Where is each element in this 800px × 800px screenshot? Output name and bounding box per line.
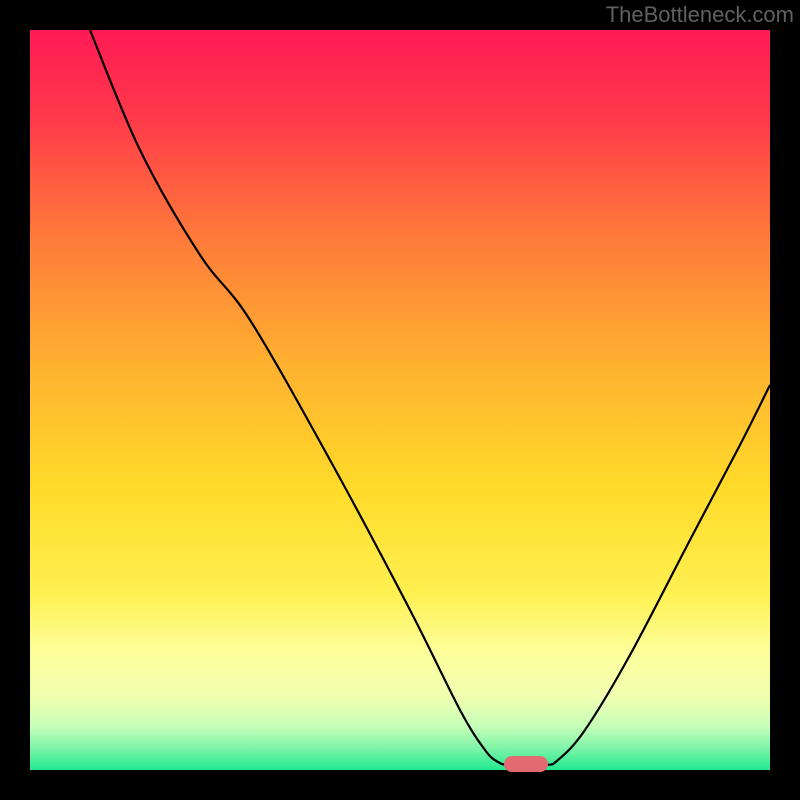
bottleneck-curve-chart	[0, 0, 800, 800]
watermark-text: TheBottleneck.com	[606, 2, 794, 28]
optimal-point-marker	[504, 756, 548, 772]
chart-background-gradient	[30, 30, 770, 770]
chart-frame: TheBottleneck.com	[0, 0, 800, 800]
